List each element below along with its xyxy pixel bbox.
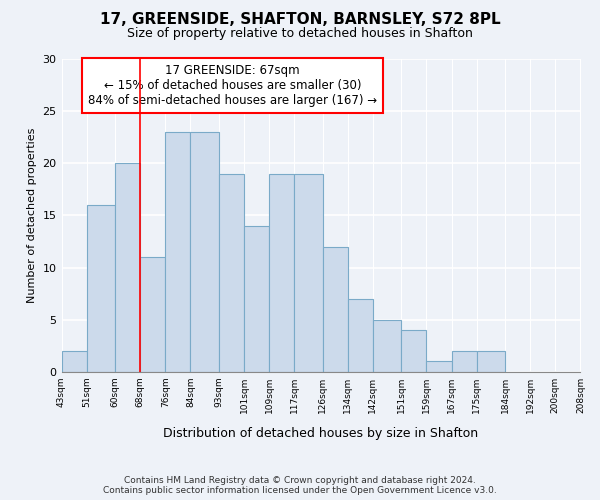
Text: Size of property relative to detached houses in Shafton: Size of property relative to detached ho… [127, 28, 473, 40]
Bar [323, 246, 348, 372]
Bar [294, 174, 323, 372]
Bar [87, 205, 115, 372]
Text: Contains HM Land Registry data © Crown copyright and database right 2024.
Contai: Contains HM Land Registry data © Crown c… [103, 476, 497, 495]
Text: 17 GREENSIDE: 67sqm
← 15% of detached houses are smaller (30)
84% of semi-detach: 17 GREENSIDE: 67sqm ← 15% of detached ho… [88, 64, 377, 106]
Bar [190, 132, 219, 372]
Bar [401, 330, 427, 372]
Y-axis label: Number of detached properties: Number of detached properties [27, 128, 37, 303]
Bar [269, 174, 294, 372]
Bar [373, 320, 401, 372]
X-axis label: Distribution of detached houses by size in Shafton: Distribution of detached houses by size … [163, 427, 479, 440]
Bar [427, 362, 452, 372]
Bar [115, 164, 140, 372]
Bar [477, 351, 505, 372]
Bar [166, 132, 190, 372]
Bar [452, 351, 477, 372]
Bar [140, 257, 166, 372]
Bar [348, 299, 373, 372]
Bar [244, 226, 269, 372]
Bar [62, 351, 87, 372]
Text: 17, GREENSIDE, SHAFTON, BARNSLEY, S72 8PL: 17, GREENSIDE, SHAFTON, BARNSLEY, S72 8P… [100, 12, 500, 28]
Bar [219, 174, 244, 372]
